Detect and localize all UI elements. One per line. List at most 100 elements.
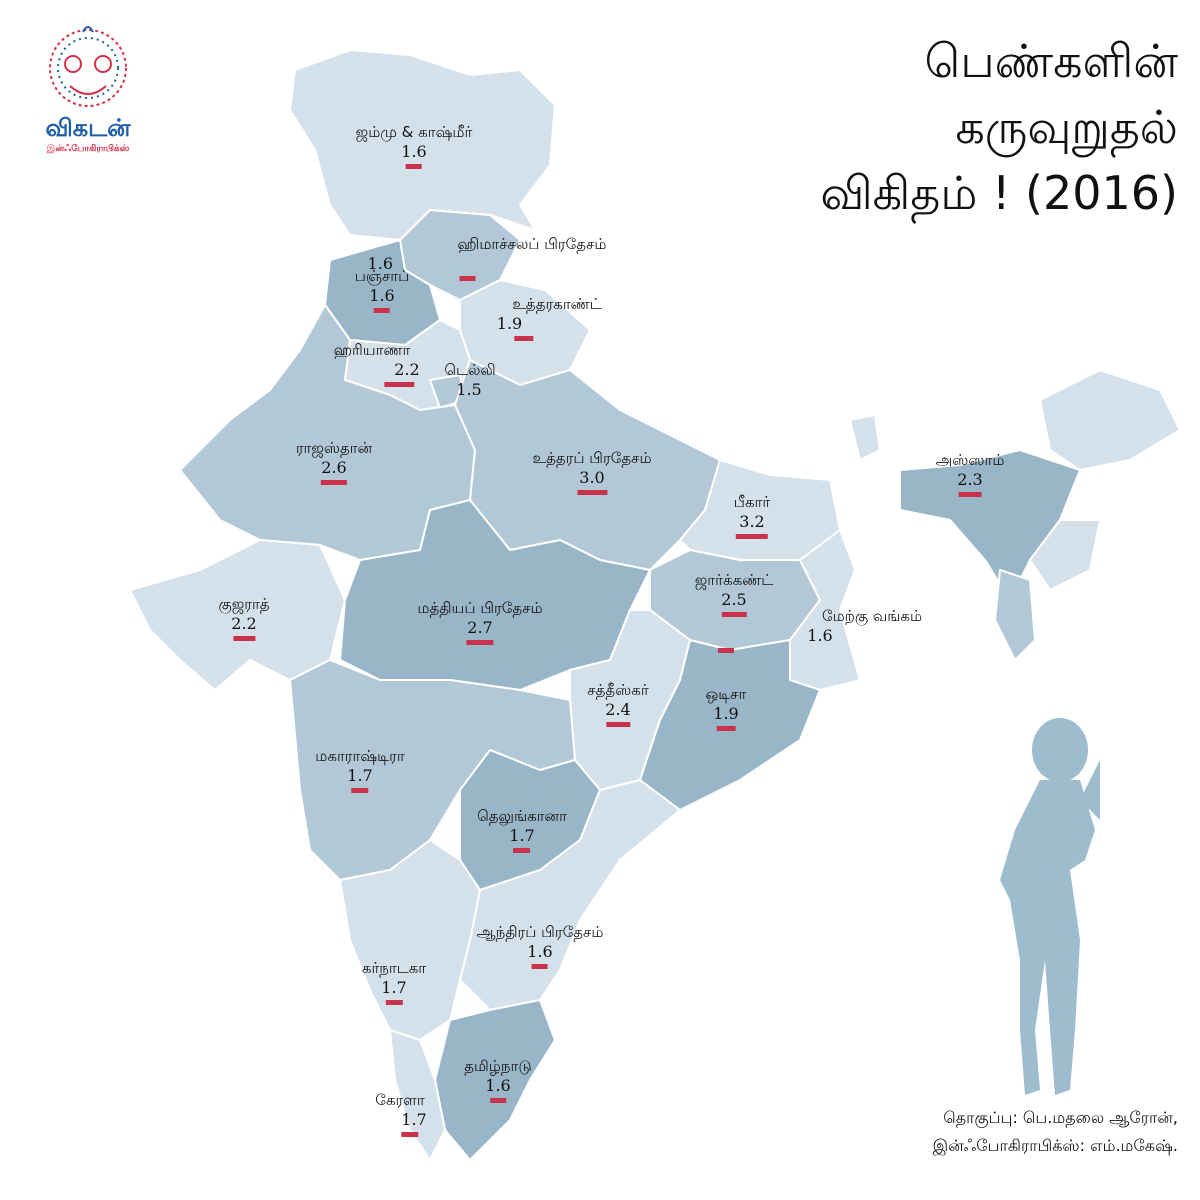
credit-line-1: தொகுப்பு: பெ.மதலை ஆரோன்,: [943, 1108, 1178, 1127]
state-name: பீகார்: [733, 493, 771, 511]
state-label-delhi: டெல்லி 1.5: [384, 360, 496, 399]
state-value: 1.6: [401, 142, 427, 161]
value-bar: [385, 1000, 403, 1005]
value-bar: [392, 382, 415, 387]
value-bar: [736, 534, 768, 539]
state-value: 1.7: [509, 826, 535, 845]
state-label-madhya-pradesh: மத்தியப் பிரதேசம் 2.7: [417, 598, 543, 645]
value-bar: [513, 848, 531, 853]
value-bar: [606, 722, 630, 727]
state-label-maharashtra: மகாராஷ்டிரா 1.7: [315, 746, 405, 793]
state-name: தமிழ்நாடு: [464, 1057, 532, 1075]
value-bar: [351, 788, 369, 793]
state-name: ஹரியாணா: [333, 341, 411, 359]
state-label-punjab: பஞ்சாப் 1.6: [354, 266, 410, 313]
region-karnataka: [339, 839, 481, 1041]
state-label-jharkhand: ஜார்க்கண்ட் 2.5: [695, 570, 773, 617]
value-bar: [716, 726, 736, 731]
region-kerala: [389, 1029, 446, 1161]
value-bar: [577, 490, 607, 495]
state-label-himachal: ஹிமாச்சலப் பிரதேசம் 1.6: [368, 234, 607, 281]
state-value: 2.2: [231, 614, 257, 633]
state-value: 1.6: [527, 942, 553, 961]
region-jammu-kashmir: [289, 49, 556, 241]
state-value: 2.7: [467, 618, 493, 637]
state-name: மகாராஷ்டிரா: [315, 747, 405, 765]
page-title: பெண்களின் கருவுறுதல் விகிதம் ! (2016): [758, 28, 1178, 226]
state-name: டெல்லி: [444, 361, 496, 379]
value-bar: [466, 640, 494, 645]
state-label-chhattisgarh: சத்தீஸ்கர் 2.4: [587, 680, 649, 727]
state-value: 1.5: [456, 380, 482, 399]
value-bar: [384, 382, 400, 387]
state-value: 1.7: [401, 1110, 427, 1129]
state-label-kerala: கேரளா 1.7: [373, 1090, 427, 1137]
value-bar: [717, 648, 734, 653]
logo-sub-text: இன்ஃபோகிராபிக்ஸ்: [46, 144, 130, 154]
state-label-telangana: தெலுங்கானா 1.7: [477, 806, 567, 853]
state-name: மத்தியப் பிரதேசம்: [417, 599, 543, 617]
value-bar: [514, 336, 534, 341]
credit-line-2: இன்ஃபோகிராபிக்ஸ்: எம்.மகேஷ்.: [932, 1136, 1178, 1155]
state-value: 1.9: [713, 704, 739, 723]
vikatan-logo: விகடன் இன்ஃபோகிராபிக்ஸ்: [28, 22, 148, 157]
state-value: 1.6: [369, 286, 395, 305]
region-arunachal: [1039, 369, 1181, 471]
value-bar: [405, 164, 422, 169]
state-name: ராஜஸ்தான்: [295, 439, 373, 457]
state-value: 2.2: [394, 360, 420, 379]
state-value: 3.2: [739, 512, 765, 531]
state-name: மேற்கு வங்கம்: [821, 607, 923, 625]
region-uttar-pradesh: [454, 359, 721, 571]
state-label-haryana: ஹரியாணா 2.2: [324, 340, 420, 387]
state-value: 2.5: [721, 590, 747, 609]
title-line-2: கருவுறுதல்: [955, 100, 1178, 154]
value-bar: [401, 1132, 419, 1137]
region-tripura-mizoram: [994, 569, 1036, 661]
state-label-west-bengal: மேற்கு வங்கம் 1.6: [717, 606, 923, 653]
state-value: 1.6: [807, 626, 833, 645]
state-label-rajasthan: ராஜஸ்தான் 2.6: [296, 438, 372, 485]
state-name: தெலுங்கானா: [477, 807, 567, 825]
state-label-tamil-nadu: தமிழ்நாடு 1.6: [464, 1056, 532, 1103]
state-value: 1.9: [496, 314, 523, 333]
state-value: 1.7: [347, 766, 373, 785]
value-bar: [531, 964, 548, 969]
state-name: பஞ்சாப்: [354, 267, 410, 285]
state-value: 1.7: [381, 978, 407, 997]
state-name: உத்தரகாண்ட்: [512, 295, 602, 313]
title-line-3: விகிதம் ! (2016): [820, 166, 1178, 220]
value-bar: [721, 612, 747, 617]
region-odisha: [639, 639, 821, 811]
state-name: ஜார்க்கண்ட்: [694, 571, 774, 589]
value-bar: [374, 308, 390, 313]
state-name: ஜம்மு & காஷ்மீர்: [355, 123, 473, 141]
state-name: சத்தீஸ்கர்: [587, 681, 649, 699]
mascot-face-icon: [49, 26, 127, 107]
state-name: ஆந்திரப் பிரதேசம்: [476, 923, 604, 941]
pregnant-woman-silhouette: [1000, 718, 1100, 1095]
state-label-jammu-kashmir: ஜம்மு & காஷ்மீர் 1.6: [355, 122, 473, 169]
region-west-bengal: [789, 529, 861, 691]
credits: தொகுப்பு: பெ.மதலை ஆரோன், இன்ஃபோகிராபிக்ஸ…: [933, 1104, 1178, 1160]
value-bar: [232, 636, 255, 641]
state-label-bihar: பீகார் 3.2: [734, 492, 770, 539]
state-value: 3.0: [579, 468, 605, 487]
title-line-1: பெண்களின்: [924, 34, 1178, 88]
state-value: 1.6: [485, 1076, 511, 1095]
logo-brand-text: விகடன்: [45, 114, 131, 142]
state-name: உத்தரப் பிரதேசம்: [532, 449, 652, 467]
state-label-andhra-pradesh: ஆந்திரப் பிரதேசம் 1.6: [476, 922, 604, 969]
value-bar: [490, 1098, 506, 1103]
state-name: குஜராத்: [218, 595, 270, 613]
state-name: ஹிமாச்சலப் பிரதேசம்: [457, 235, 607, 253]
state-value: 1.6: [367, 254, 393, 273]
value-bar: [958, 492, 982, 497]
state-name: ஒடிசா: [705, 685, 747, 703]
state-label-gujarat: குஜராத் 2.2: [218, 594, 270, 641]
state-label-uttarakhand: உத்தரகாண்ட் 1.9: [497, 294, 602, 341]
state-label-odisha: ஒடிசா 1.9: [705, 684, 747, 731]
state-label-uttar-pradesh: உத்தரப் பிரதேசம் 3.0: [532, 448, 652, 495]
